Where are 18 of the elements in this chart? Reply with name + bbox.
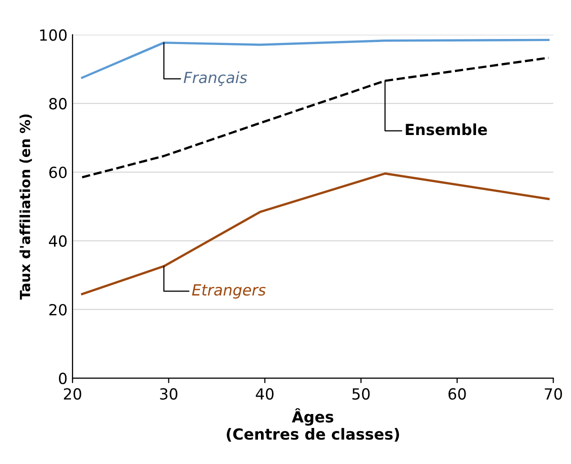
y-tick-label: 20 [49,304,67,316]
text: Ensemble [406,123,487,136]
y-axis-title: Taux d'affiliation (en %) [19,114,32,300]
y-tick-label: 80 [49,98,67,110]
x-tick-label: 60 [448,388,466,400]
y-tick-label: 100 [40,29,67,41]
x-axis-title: Âges (Centres de classes) [226,408,400,442]
x-tick-label: 50 [352,388,370,400]
y-tick-label: 60 [49,166,67,178]
x-tick-label: 20 [64,388,82,400]
series-label: Français [184,71,248,86]
x-tick-label: 40 [256,388,274,400]
line-series [81,56,550,178]
y-tick-label: 40 [48,235,67,247]
series-label: Etrangers [192,284,266,299]
y-tick-label: 0 [58,372,67,384]
x-tick-label: 70 [544,388,562,400]
x-tick-label: 30 [160,388,178,400]
